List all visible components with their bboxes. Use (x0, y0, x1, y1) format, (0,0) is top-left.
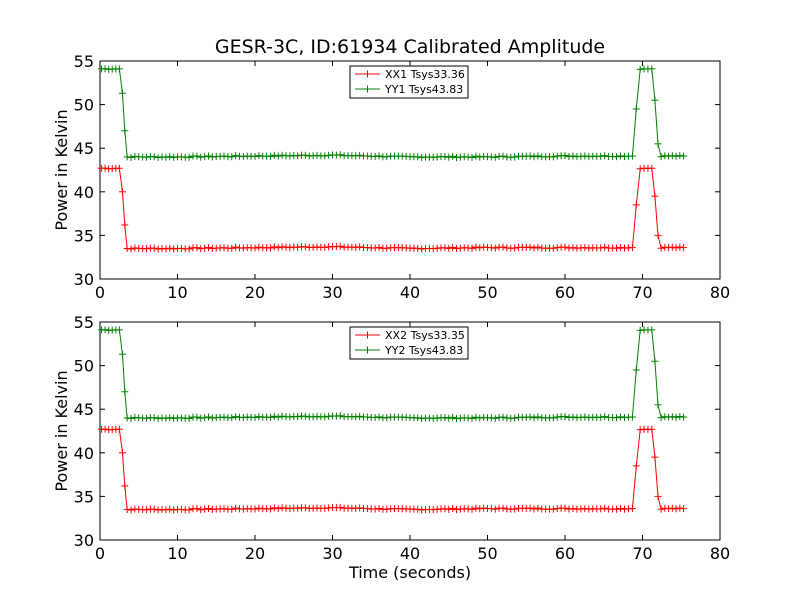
x-tick-label: 30 (322, 283, 342, 302)
legend-box (349, 65, 469, 99)
series-markers-yy2 (98, 326, 688, 423)
y-tick-label: 30 (74, 531, 94, 550)
x-tick-label: 40 (400, 283, 420, 302)
top-y-axis-label: Power in Kelvin (52, 109, 71, 230)
x-tick-label: 60 (555, 544, 575, 563)
bottom-plot-panel: 0 10 20 30 40 50 60 70 80 30 35 40 45 50 55 XX2 Tsys33.… (74, 313, 731, 563)
x-tick-label: 40 (400, 544, 420, 563)
legend-box (349, 326, 469, 360)
series-markers-xx1 (98, 164, 688, 253)
legend-label: YY1 Tsys43.83 (384, 83, 463, 96)
y-tick-label: 45 (74, 400, 94, 419)
y-tick-label: 55 (74, 313, 94, 332)
bottom-x-axis-label: Time (seconds) (348, 563, 471, 582)
y-tick-label: 30 (74, 270, 94, 289)
x-tick-label: 60 (555, 283, 575, 302)
x-tick-label: 0 (95, 544, 105, 563)
x-tick-label: 80 (710, 544, 730, 563)
legend: XX2 Tsys33.35 YY2 Tsys43.83 (349, 326, 469, 360)
x-tick-label: 20 (245, 283, 265, 302)
x-tick-label: 50 (477, 544, 497, 563)
bottom-y-axis-label: Power in Kelvin (52, 370, 71, 491)
y-tick-label: 35 (74, 487, 94, 506)
x-tick-label: 10 (167, 544, 187, 563)
legend: XX1 Tsys33.36 YY1 Tsys43.83 (349, 65, 469, 99)
y-tick-label: 35 (74, 226, 94, 245)
y-tick-label: 50 (74, 96, 94, 115)
x-tick-label: 70 (632, 544, 652, 563)
x-tick-label: 10 (167, 283, 187, 302)
x-tick-label: 50 (477, 283, 497, 302)
legend-label: YY2 Tsys43.83 (384, 344, 463, 357)
x-tick-label: 70 (632, 283, 652, 302)
legend-label: XX2 Tsys33.35 (385, 329, 465, 342)
y-tick-label: 40 (74, 444, 94, 463)
y-tick-label: 40 (74, 183, 94, 202)
y-tick-label: 55 (74, 52, 94, 71)
series-markers-xx2 (98, 425, 688, 514)
legend-label: XX1 Tsys33.36 (385, 68, 465, 81)
series-markers-yy1 (98, 65, 688, 162)
top-plot-panel: 0 10 20 30 40 50 60 70 80 30 35 40 45 50 55 XX1 Tsys33.… (74, 52, 731, 302)
x-tick-label: 20 (245, 544, 265, 563)
x-tick-label: 0 (95, 283, 105, 302)
y-tick-label: 50 (74, 357, 94, 376)
chart-title: GESR-3C, ID:61934 Calibrated Amplitude (215, 36, 605, 58)
x-tick-label: 30 (322, 544, 342, 563)
x-tick-label: 80 (710, 283, 730, 302)
y-tick-label: 45 (74, 139, 94, 158)
